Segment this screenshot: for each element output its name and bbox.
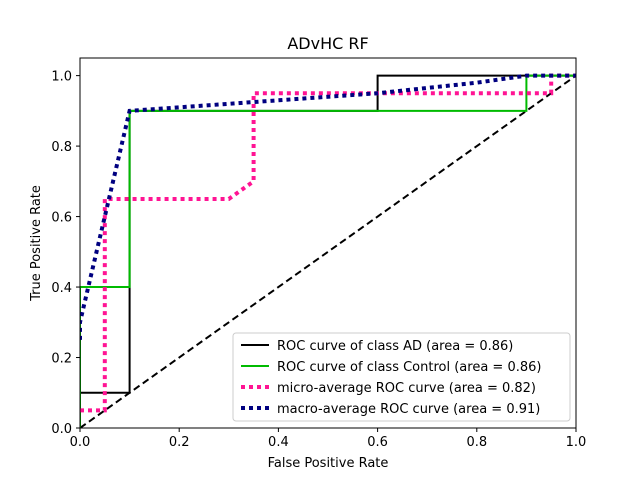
x-axis: 0.0 0.2 0.4 0.6 0.8 1.0 — [70, 428, 587, 450]
x-tick-label: 0.2 — [169, 435, 190, 450]
y-tick-label: 0.4 — [51, 281, 72, 296]
plot-area — [79, 57, 577, 429]
x-tick-label: 0.0 — [70, 435, 91, 450]
x-tick-label: 0.4 — [268, 435, 289, 450]
legend-label-4: macro-average ROC curve (area = 0.91) — [277, 402, 540, 417]
plot-frame — [79, 57, 577, 429]
y-tick-label: 0.0 — [51, 422, 72, 437]
y-tick-label: 0.2 — [51, 352, 72, 367]
chart-title: ADvHC RF — [287, 34, 368, 53]
y-axis: 0.0 0.2 0.4 0.6 0.8 1.0 — [51, 70, 80, 437]
legend-label-2: ROC curve of class Control (area = 0.86) — [277, 360, 541, 375]
y-tick-label: 0.6 — [51, 211, 72, 226]
y-axis-label: True Positive Rate — [29, 185, 44, 302]
legend: ROC curve of class AD (area = 0.86) ROC c… — [232, 332, 571, 422]
series-group — [80, 73, 576, 428]
legend-box — [232, 332, 571, 422]
x-tick-label: 1.0 — [566, 435, 587, 450]
y-tick-label: 1.0 — [51, 70, 72, 85]
reference-diagonal-line — [80, 74, 576, 428]
legend-label-3: micro-average ROC curve (area = 0.82) — [277, 381, 536, 396]
series-line-4 — [80, 73, 576, 340]
x-tick-label: 0.6 — [367, 435, 388, 450]
x-axis-label: False Positive Rate — [268, 456, 389, 471]
legend-label-1: ROC curve of class AD (area = 0.86) — [277, 339, 513, 354]
x-tick-label: 0.8 — [466, 435, 487, 450]
y-tick-label: 0.8 — [51, 140, 72, 155]
